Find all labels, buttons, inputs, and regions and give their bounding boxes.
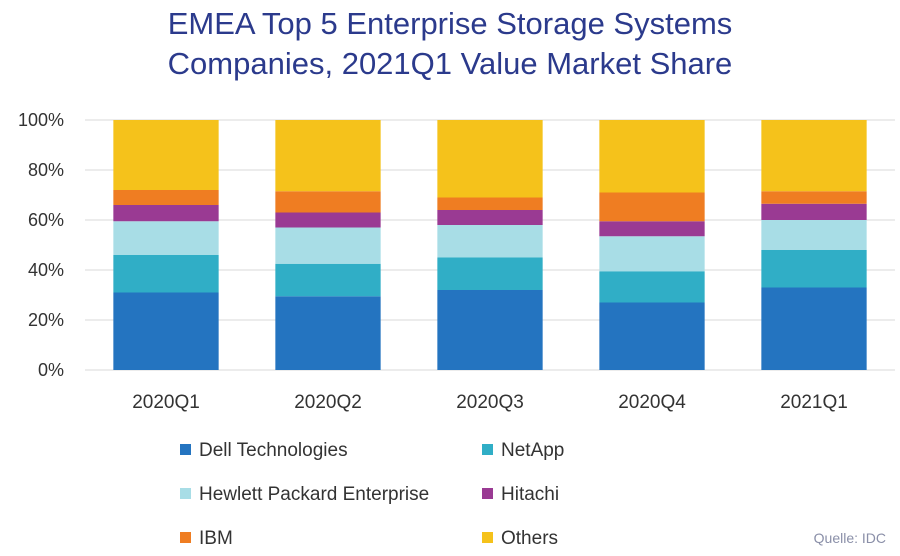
y-tick-label: 40% — [28, 260, 64, 280]
bar-segment — [275, 263, 381, 297]
bar-segment — [437, 210, 543, 225]
legend-swatch — [482, 532, 493, 543]
bar-segment — [275, 191, 381, 213]
bar-segment — [275, 120, 381, 192]
legend-item: Dell Technologies — [180, 440, 348, 461]
bar-segment — [599, 302, 705, 370]
y-tick-label: 100% — [18, 110, 64, 130]
bar-segment — [437, 257, 543, 290]
legend-label: Others — [501, 528, 558, 549]
bar-segment — [275, 227, 381, 264]
legend-swatch — [180, 488, 191, 499]
legend: Dell Technologies NetApp Hewlett Packard E… — [180, 440, 564, 549]
y-tick-label: 20% — [28, 310, 64, 330]
chart-title-line-1: EMEA Top 5 Enterprise Storage Systems — [167, 6, 733, 41]
bar-segment — [599, 120, 705, 193]
bar-segment — [275, 296, 381, 370]
bar-segment — [113, 255, 219, 293]
legend-swatch — [180, 532, 191, 543]
bar-segment — [437, 120, 543, 198]
bar-segment — [437, 197, 543, 210]
legend-label: Hitachi — [501, 484, 559, 505]
legend-swatch — [180, 444, 191, 455]
x-tick-label: 2020Q2 — [294, 392, 362, 413]
x-tick-label: 2021Q1 — [780, 392, 848, 413]
bar-segment — [599, 192, 705, 222]
bar-segment — [275, 212, 381, 228]
x-tick-label: 2020Q1 — [132, 392, 200, 413]
bar-segment — [113, 120, 219, 190]
bar-segment — [437, 225, 543, 258]
legend-item: NetApp — [482, 440, 564, 461]
bar-stack-2020Q3 — [437, 120, 543, 370]
bars — [113, 120, 867, 370]
bar-segment — [113, 221, 219, 255]
legend-item: IBM — [180, 528, 233, 549]
x-tick-label: 2020Q4 — [618, 392, 686, 413]
bar-segment — [761, 220, 867, 250]
bar-segment — [113, 292, 219, 370]
bar-segment — [761, 287, 867, 370]
chart-title: EMEA Top 5 Enterprise Storage Systems Co… — [0, 4, 900, 84]
bar-segment — [437, 290, 543, 370]
x-tick-label: 2020Q3 — [456, 392, 524, 413]
bar-stack-2020Q2 — [275, 120, 381, 370]
legend-label: IBM — [199, 528, 233, 549]
legend-swatch — [482, 444, 493, 455]
bar-stack-2020Q1 — [113, 120, 219, 370]
y-tick-label: 60% — [28, 210, 64, 230]
bar-segment — [599, 236, 705, 272]
x-axis: 2020Q1 2020Q2 2020Q3 2020Q4 2021Q1 — [132, 392, 848, 413]
bar-segment — [113, 205, 219, 222]
bar-segment — [761, 120, 867, 192]
legend-label: NetApp — [501, 440, 564, 461]
legend-swatch — [482, 488, 493, 499]
bar-segment — [761, 203, 867, 220]
bar-segment — [761, 250, 867, 288]
bar-segment — [761, 191, 867, 204]
bar-segment — [599, 221, 705, 237]
legend-item: Hewlett Packard Enterprise — [180, 484, 429, 505]
y-tick-label: 80% — [28, 160, 64, 180]
legend-label: Dell Technologies — [199, 440, 348, 461]
bar-segment — [599, 271, 705, 303]
legend-item: Others — [482, 528, 558, 549]
source-note: Quelle: IDC — [813, 530, 886, 546]
legend-item: Hitachi — [482, 484, 559, 505]
chart-title-line-2: Companies, 2021Q1 Value Market Share — [167, 46, 733, 81]
bar-stack-2020Q4 — [599, 120, 705, 370]
y-tick-label: 0% — [38, 360, 64, 380]
bar-stack-2021Q1 — [761, 120, 867, 370]
legend-label: Hewlett Packard Enterprise — [199, 484, 429, 505]
bar-segment — [113, 190, 219, 205]
y-axis: 0% 20% 40% 60% 80% 100% — [18, 110, 64, 380]
